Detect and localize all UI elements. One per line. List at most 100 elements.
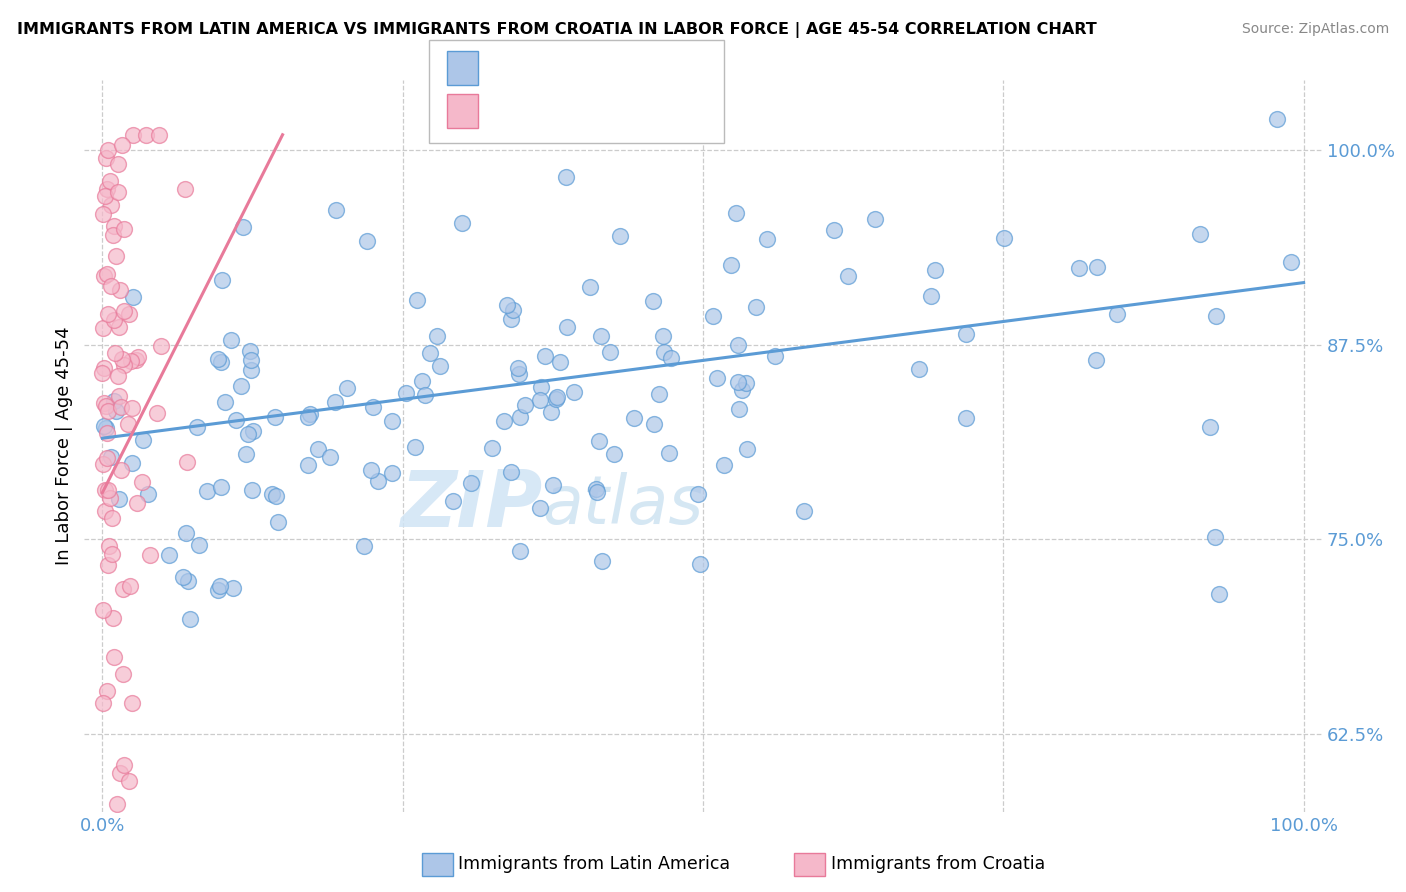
Point [105, 249, 128, 263]
Point [496, 298, 519, 312]
Point [93, 396, 115, 410]
Point [103, 313, 125, 327]
Point [121, 696, 143, 710]
Point [122, 128, 145, 142]
Point [404, 441, 426, 455]
Point [235, 447, 257, 461]
Point [548, 355, 571, 369]
Point [586, 485, 609, 500]
Point [1085, 260, 1108, 274]
Point [360, 463, 382, 477]
Point [174, 182, 197, 196]
Point [101, 547, 124, 561]
Point [231, 379, 253, 393]
Point [186, 419, 208, 434]
Point [100, 450, 122, 465]
Point [96, 267, 118, 281]
Point [1085, 353, 1108, 368]
Point [702, 309, 724, 323]
Point [103, 393, 125, 408]
Point [172, 570, 194, 584]
Point [415, 388, 437, 402]
Point [541, 477, 564, 491]
Point [135, 128, 157, 142]
Point [138, 548, 160, 562]
Point [242, 425, 264, 439]
Point [232, 219, 254, 234]
Point [599, 344, 621, 359]
Point [920, 289, 942, 303]
Point [110, 352, 132, 367]
Point [658, 445, 681, 459]
Point [591, 554, 613, 568]
Point [118, 307, 141, 321]
Point [101, 511, 124, 525]
Point [112, 304, 135, 318]
Point [728, 402, 751, 417]
Point [529, 501, 551, 516]
Point [755, 232, 778, 246]
Point [307, 442, 329, 456]
Text: N =: N = [591, 58, 633, 78]
Point [94, 504, 117, 518]
Point [426, 329, 449, 343]
Point [297, 409, 319, 424]
Point [98, 491, 121, 505]
Point [236, 427, 259, 442]
Point [1199, 420, 1222, 434]
Point [264, 489, 287, 503]
Point [509, 543, 531, 558]
Point [1205, 309, 1227, 323]
Point [406, 293, 429, 307]
Point [367, 475, 389, 489]
Point [499, 311, 522, 326]
Point [579, 279, 602, 293]
Point [120, 579, 142, 593]
Point [111, 667, 134, 681]
Point [138, 487, 160, 501]
Point [429, 359, 451, 373]
Point [609, 229, 631, 244]
Point [336, 381, 359, 395]
Point [588, 434, 610, 449]
Point [513, 398, 536, 412]
Point [955, 411, 977, 425]
Point [1279, 255, 1302, 269]
Point [356, 235, 378, 249]
Text: 144: 144 [628, 58, 668, 78]
Point [240, 483, 263, 497]
Point [100, 279, 122, 293]
Text: N =: N = [591, 101, 633, 120]
Point [441, 494, 464, 508]
Point [643, 417, 665, 431]
Point [319, 450, 342, 465]
Point [98, 539, 121, 553]
Point [353, 540, 375, 554]
Point [508, 367, 530, 381]
Point [149, 339, 172, 353]
Text: 0.261: 0.261 [523, 101, 582, 120]
Point [731, 383, 754, 397]
Point [112, 222, 135, 236]
Point [214, 395, 236, 409]
Point [763, 349, 786, 363]
Point [239, 343, 262, 358]
Point [96, 426, 118, 441]
Point [96, 399, 118, 413]
Point [411, 374, 433, 388]
Point [111, 582, 134, 596]
Point [1067, 261, 1090, 276]
Point [727, 338, 749, 352]
Point [117, 417, 139, 431]
Text: ZIP: ZIP [399, 467, 543, 542]
Point [720, 259, 742, 273]
Point [1208, 587, 1230, 601]
Point [239, 352, 262, 367]
Point [107, 368, 129, 383]
Point [121, 401, 143, 416]
Point [863, 212, 886, 227]
Text: Immigrants from Croatia: Immigrants from Croatia [831, 855, 1045, 873]
Point [492, 414, 515, 428]
Point [127, 495, 149, 509]
Point [93, 268, 115, 283]
